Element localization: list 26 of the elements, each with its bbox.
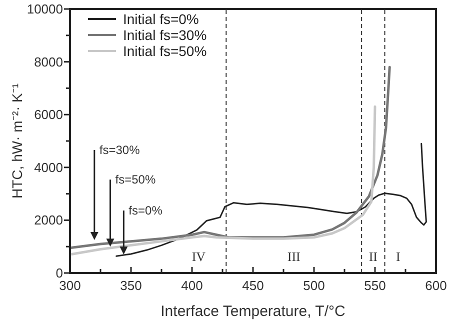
- legend-label: Initial fs=50%: [123, 43, 207, 59]
- x-axis-title: Interface Temperature, T/°C: [160, 303, 346, 320]
- y-tick-label: 8000: [34, 54, 63, 70]
- annotation: fs=50%: [115, 172, 156, 187]
- legend-label: Initial fs=30%: [123, 27, 207, 43]
- x-tick-label: 300: [59, 278, 81, 293]
- y-tick-label: 0: [56, 266, 63, 280]
- x-tick-label: 550: [364, 278, 386, 293]
- y-tick-label: 2000: [34, 212, 63, 228]
- legend-label: Initial fs=0%: [123, 11, 199, 27]
- x-tick-label: 500: [303, 278, 325, 293]
- annotation: fs=30%: [99, 143, 140, 157]
- annotation: II: [368, 249, 378, 264]
- annotation: I: [396, 249, 400, 264]
- y-tick-label: 4000: [34, 160, 63, 175]
- y-axis-title: HTC, hW· m⁻²· K⁻¹: [9, 83, 25, 198]
- y-tick-label: 10000: [26, 2, 63, 16]
- x-tick-label: 400: [181, 278, 203, 293]
- x-tick-label: 350: [120, 278, 142, 293]
- annotation: fs=0%: [128, 204, 163, 218]
- x-tick-label: 450: [242, 278, 264, 293]
- x-tick-label: 600: [425, 278, 447, 293]
- annotation: III: [287, 249, 300, 264]
- y-tick-label: 6000: [34, 107, 63, 122]
- annotation: IV: [192, 249, 206, 264]
- line-series: [68, 66, 391, 250]
